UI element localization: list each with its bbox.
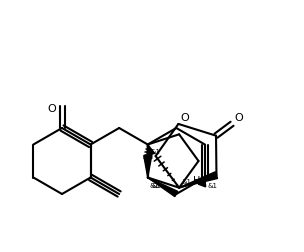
Polygon shape <box>179 172 218 188</box>
Polygon shape <box>198 178 206 187</box>
Text: &1: &1 <box>208 183 218 189</box>
Polygon shape <box>147 145 154 156</box>
Text: &1: &1 <box>152 182 162 188</box>
Text: O: O <box>234 112 243 122</box>
Text: &1: &1 <box>151 148 161 154</box>
Text: H: H <box>146 148 154 158</box>
Text: H: H <box>193 175 201 185</box>
Polygon shape <box>144 156 152 178</box>
Text: O: O <box>48 104 56 114</box>
Text: O: O <box>180 112 189 122</box>
Text: &1: &1 <box>181 178 191 184</box>
Text: &1: &1 <box>150 182 160 188</box>
Polygon shape <box>148 178 178 197</box>
